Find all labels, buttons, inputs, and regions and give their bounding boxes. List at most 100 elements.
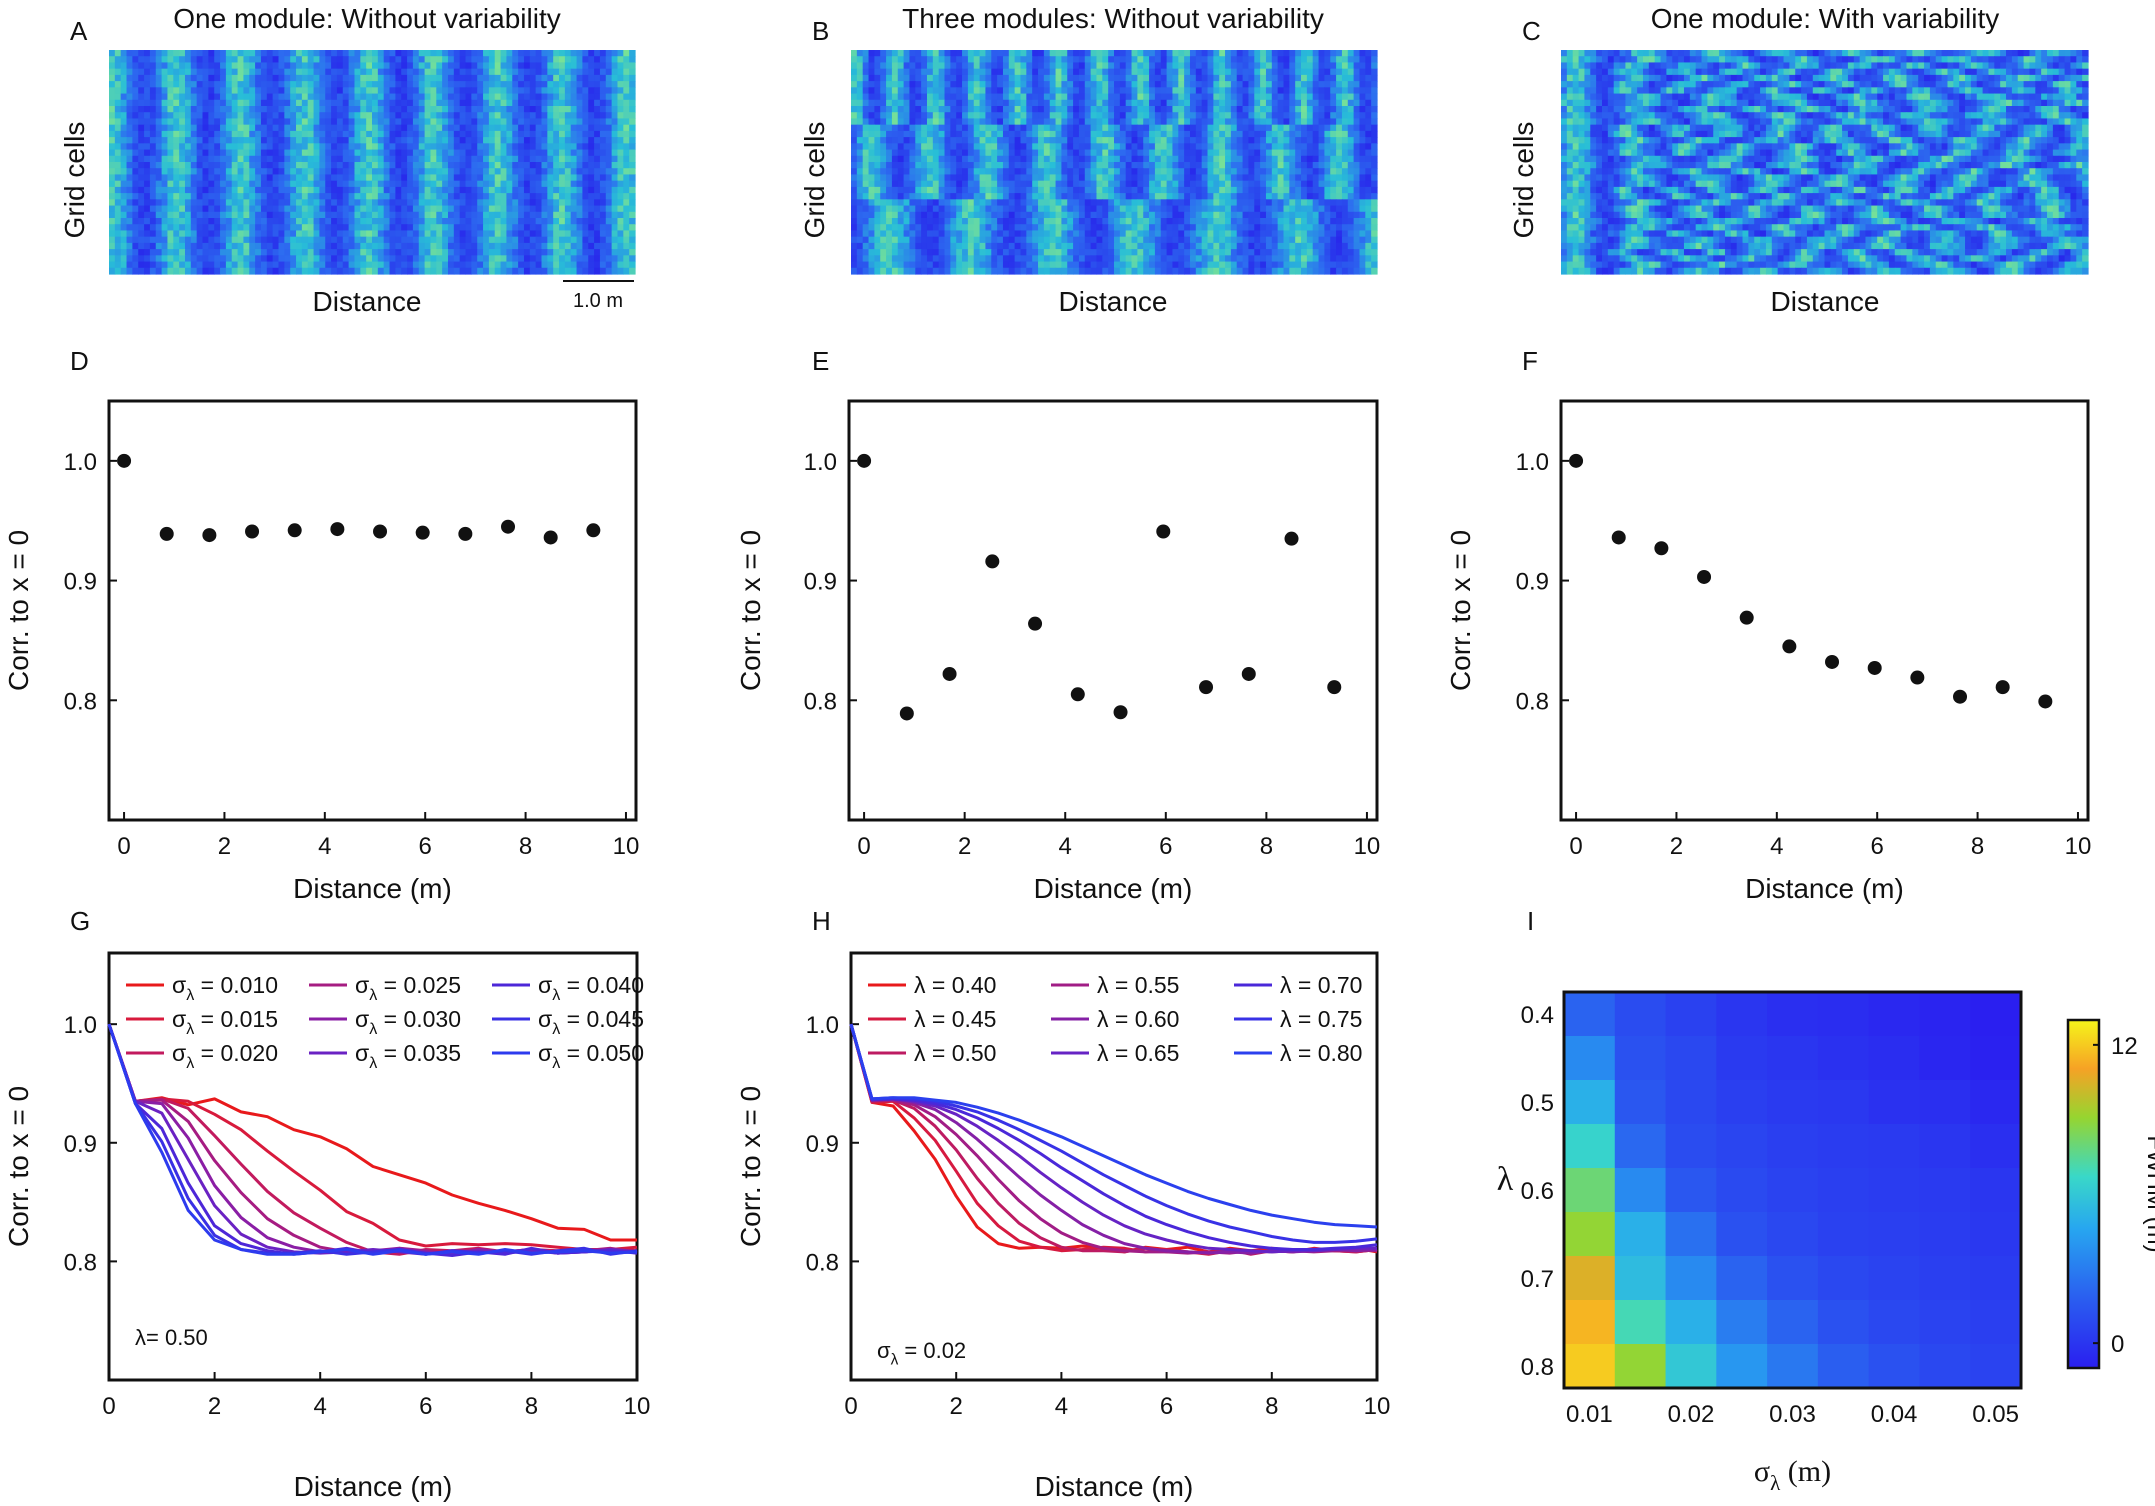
- raster-cell: [1324, 112, 1331, 120]
- raster-cell: [1008, 149, 1016, 157]
- raster-cell: [1277, 74, 1285, 82]
- raster-cell: [494, 74, 502, 82]
- raster-cell: [1283, 99, 1290, 107]
- raster-cell: [1149, 87, 1156, 95]
- raster-cell: [1073, 118, 1080, 126]
- raster-cell: [588, 106, 595, 113]
- raster-cell: [1277, 155, 1285, 163]
- raster-cell: [1230, 87, 1238, 95]
- raster-cell: [383, 218, 391, 225]
- raster-cell: [161, 143, 169, 151]
- raster-cell: [436, 168, 443, 176]
- raster-cell: [1160, 68, 1168, 76]
- raster-cell: [1102, 162, 1109, 169]
- raster-cell: [909, 50, 916, 57]
- raster-cell: [412, 242, 420, 250]
- raster-cell: [623, 193, 630, 200]
- raster-cell: [202, 143, 209, 151]
- raster-cell: [1301, 68, 1308, 76]
- raster-cell: [488, 137, 496, 144]
- raster-cell: [301, 267, 309, 275]
- raster-cell: [938, 124, 946, 132]
- raster-cell: [1090, 112, 1098, 120]
- raster-cell: [424, 242, 432, 250]
- raster-cell: [471, 162, 478, 169]
- raster-cell: [1084, 130, 1092, 138]
- raster-cell: [962, 74, 969, 82]
- raster-cell: [559, 242, 566, 250]
- raster-cell: [1143, 62, 1150, 70]
- raster-cell: [1189, 68, 1197, 76]
- raster-cell: [1055, 143, 1062, 151]
- raster-cell: [494, 68, 502, 76]
- raster-cell: [284, 137, 291, 144]
- raster-cell: [623, 130, 630, 138]
- raster-cell: [1189, 137, 1197, 144]
- raster-cell: [179, 211, 186, 219]
- raster-cell: [1330, 137, 1337, 144]
- raster-cell: [1026, 155, 1033, 163]
- raster-cell: [1096, 68, 1103, 76]
- raster-cell: [372, 74, 379, 82]
- raster-cell: [366, 230, 373, 238]
- raster-cell: [354, 236, 361, 244]
- raster-cell: [932, 149, 940, 157]
- raster-cell: [354, 230, 361, 238]
- raster-cell: [611, 230, 619, 238]
- raster-cell: [1172, 130, 1179, 138]
- raster-cell: [301, 87, 309, 95]
- raster-cell: [1119, 81, 1127, 88]
- raster-cell: [523, 205, 531, 213]
- raster-cell: [389, 87, 396, 95]
- raster-cell: [196, 81, 204, 88]
- raster-cell: [114, 87, 122, 95]
- raster-cell: [389, 143, 396, 151]
- raster-cell: [1353, 50, 1361, 57]
- raster-cell: [950, 112, 957, 120]
- raster-cell: [325, 112, 332, 120]
- raster-cell: [1301, 56, 1308, 64]
- raster-cell: [1248, 162, 1255, 169]
- raster-cell: [342, 205, 350, 213]
- raster-cell: [1131, 155, 1138, 163]
- raster-cell: [459, 168, 467, 176]
- raster-cell: [1201, 81, 1209, 88]
- raster-cell: [629, 236, 636, 244]
- raster-cell: [360, 162, 367, 169]
- raster-cell: [512, 174, 519, 182]
- raster-cell: [301, 118, 309, 126]
- raster-cell: [629, 211, 636, 219]
- raster-cell: [1306, 62, 1314, 70]
- raster-cell: [184, 124, 192, 132]
- raster-cell: [1324, 149, 1331, 157]
- raster-cell: [880, 149, 887, 157]
- raster-cell: [506, 87, 513, 95]
- raster-cell: [407, 137, 414, 144]
- raster-cell: [465, 236, 472, 244]
- raster-cell: [237, 224, 245, 232]
- raster-cell: [1277, 143, 1285, 151]
- raster-cell: [494, 211, 502, 219]
- raster-cell: [278, 224, 285, 232]
- raster-cell: [366, 106, 373, 113]
- raster-cell: [471, 50, 478, 57]
- raster-cell: [1166, 106, 1174, 113]
- raster-cell: [1125, 56, 1133, 64]
- raster-cell: [447, 236, 455, 244]
- raster-cell: [559, 267, 566, 275]
- raster-cell: [529, 112, 537, 120]
- raster-cell: [120, 162, 128, 169]
- raster-cell: [208, 93, 215, 101]
- raster-cell: [377, 267, 385, 275]
- raster-cell: [956, 62, 963, 70]
- raster-cell: [617, 50, 624, 57]
- raster-cell: [588, 261, 595, 269]
- raster-cell: [307, 143, 315, 151]
- raster-cell: [296, 118, 303, 126]
- raster-cell: [488, 174, 496, 182]
- raster-cell: [535, 180, 543, 188]
- raster-cell: [366, 81, 373, 88]
- raster-cell: [629, 224, 636, 232]
- raster-cell: [196, 255, 204, 263]
